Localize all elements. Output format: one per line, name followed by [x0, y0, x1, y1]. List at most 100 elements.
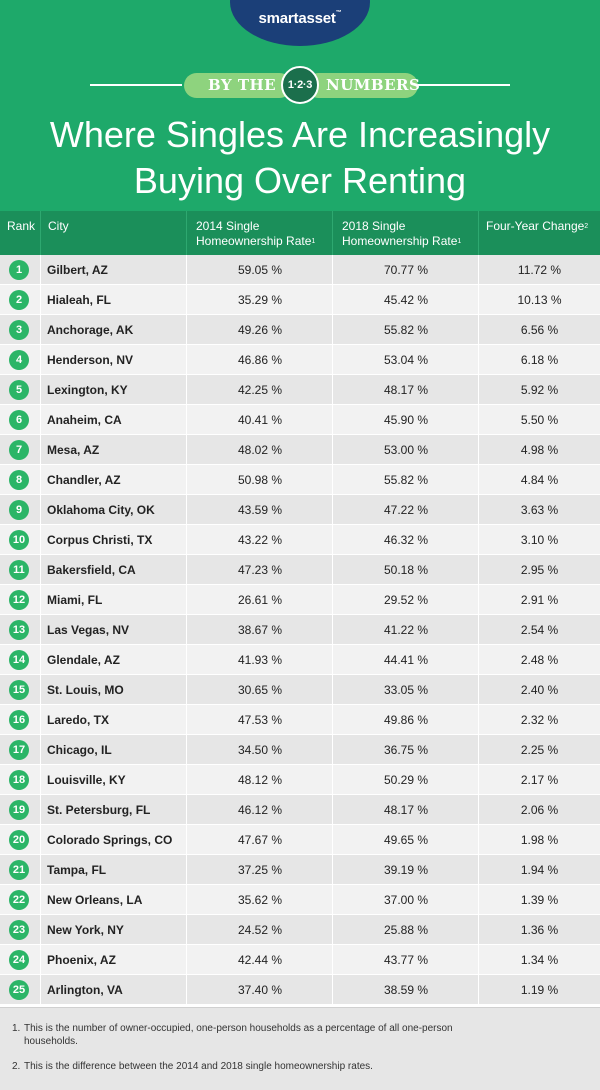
table-row: 24 Phoenix, AZ 42.44 % 43.77 % 1.34 % — [0, 945, 600, 975]
four-year-change: 5.50 % — [520, 413, 559, 427]
header-divider — [186, 211, 187, 255]
table-row: 12 Miami, FL 26.61 % 29.52 % 2.91 % — [0, 585, 600, 615]
brand-logo-text: smartasset™ — [230, 10, 370, 27]
column-divider — [40, 375, 41, 405]
column-divider — [40, 915, 41, 945]
column-divider — [40, 615, 41, 645]
rank-badge: 14 — [9, 650, 29, 670]
column-divider — [478, 465, 479, 495]
four-year-change: 2.32 % — [520, 713, 559, 727]
table-row: 15 St. Louis, MO 30.65 % 33.05 % 2.40 % — [0, 675, 600, 705]
rate-2014: 37.25 % — [237, 863, 283, 877]
brand-trademark: ™ — [335, 10, 342, 16]
rate-2018: 36.75 % — [383, 743, 429, 757]
table-row: 14 Glendale, AZ 41.93 % 44.41 % 2.48 % — [0, 645, 600, 675]
city-name: Anaheim, CA — [47, 413, 122, 427]
rank-badge: 5 — [9, 380, 29, 400]
column-header-change-text: Four-Year Change — [486, 219, 585, 233]
column-divider — [40, 945, 41, 975]
column-divider — [478, 585, 479, 615]
rank-badge: 2 — [9, 290, 29, 310]
column-divider — [332, 435, 333, 465]
city-name: Hialeah, FL — [47, 293, 112, 307]
column-divider — [478, 885, 479, 915]
city-name: Colorado Springs, CO — [47, 833, 173, 847]
footnote-text-line: This is the number of owner-occupied, on… — [24, 1023, 453, 1034]
rate-2018: 44.41 % — [383, 653, 429, 667]
table-row: 18 Louisville, KY 48.12 % 50.29 % 2.17 % — [0, 765, 600, 795]
four-year-change: 4.98 % — [520, 443, 559, 457]
rate-2014: 46.12 % — [237, 803, 283, 817]
table-row: 2 Hialeah, FL 35.29 % 45.42 % 10.13 % — [0, 285, 600, 315]
four-year-change: 6.56 % — [520, 323, 559, 337]
column-divider — [478, 555, 479, 585]
column-header-city: City — [48, 219, 69, 233]
rank-badge: 17 — [9, 740, 29, 760]
column-divider — [332, 795, 333, 825]
rate-2018: 55.82 % — [383, 473, 429, 487]
rate-2018: 48.17 % — [383, 803, 429, 817]
column-divider — [332, 645, 333, 675]
column-divider — [478, 825, 479, 855]
column-header-2018-rate-text: Homeownership Rate — [342, 234, 458, 248]
rank-badge: 25 — [9, 980, 29, 1000]
column-header-change: Four-Year Change2 — [486, 219, 588, 234]
rank-badge: 7 — [9, 440, 29, 460]
column-divider — [332, 555, 333, 585]
table-row: 5 Lexington, KY 42.25 % 48.17 % 5.92 % — [0, 375, 600, 405]
table-row: 25 Arlington, VA 37.40 % 38.59 % 1.19 % — [0, 975, 600, 1005]
column-divider — [40, 735, 41, 765]
column-divider — [186, 525, 187, 555]
footnote-text-line: This is the difference between the 2014 … — [24, 1061, 373, 1072]
rate-2018: 25.88 % — [383, 923, 429, 937]
rank-badge: 18 — [9, 770, 29, 790]
column-divider — [40, 975, 41, 1005]
column-divider — [40, 525, 41, 555]
column-divider — [332, 945, 333, 975]
rate-2018: 45.42 % — [383, 293, 429, 307]
rate-2014: 42.25 % — [237, 383, 283, 397]
four-year-change: 6.18 % — [520, 353, 559, 367]
column-header-2014-rate: 2014 Single Homeownership Rate1 — [196, 219, 315, 249]
table-row: 16 Laredo, TX 47.53 % 49.86 % 2.32 % — [0, 705, 600, 735]
column-divider — [186, 885, 187, 915]
column-divider — [332, 315, 333, 345]
table-row: 3 Anchorage, AK 49.26 % 55.82 % 6.56 % — [0, 315, 600, 345]
four-year-change: 2.95 % — [520, 563, 559, 577]
column-divider — [332, 885, 333, 915]
rate-2014: 49.26 % — [237, 323, 283, 337]
column-divider — [40, 645, 41, 675]
header-divider — [40, 211, 41, 255]
rate-2018: 39.19 % — [383, 863, 429, 877]
column-divider — [332, 855, 333, 885]
four-year-change: 3.10 % — [520, 533, 559, 547]
city-name: Chandler, AZ — [47, 473, 121, 487]
column-divider — [332, 375, 333, 405]
rate-2018: 70.77 % — [383, 263, 429, 277]
column-divider — [478, 765, 479, 795]
column-divider — [478, 525, 479, 555]
four-year-change: 2.40 % — [520, 683, 559, 697]
column-divider — [40, 765, 41, 795]
city-name: Henderson, NV — [47, 353, 134, 367]
column-divider — [186, 345, 187, 375]
rate-2018: 50.18 % — [383, 563, 429, 577]
rate-2018: 49.65 % — [383, 833, 429, 847]
column-divider — [332, 465, 333, 495]
rate-2014: 47.53 % — [237, 713, 283, 727]
column-divider — [40, 405, 41, 435]
four-year-change: 2.91 % — [520, 593, 559, 607]
column-divider — [186, 795, 187, 825]
rank-badge: 13 — [9, 620, 29, 640]
header-divider — [332, 211, 333, 255]
column-divider — [40, 435, 41, 465]
column-divider — [186, 285, 187, 315]
rate-2014: 35.29 % — [237, 293, 283, 307]
rate-2018: 46.32 % — [383, 533, 429, 547]
column-header-2014-rate-line1: 2014 Single — [196, 219, 260, 233]
column-divider — [40, 795, 41, 825]
four-year-change: 1.36 % — [520, 923, 559, 937]
rate-2018: 41.22 % — [383, 623, 429, 637]
four-year-change: 2.06 % — [520, 803, 559, 817]
header-banner: smartasset™ BY THE 1·2·3 NUMBERS Where S… — [0, 0, 600, 211]
